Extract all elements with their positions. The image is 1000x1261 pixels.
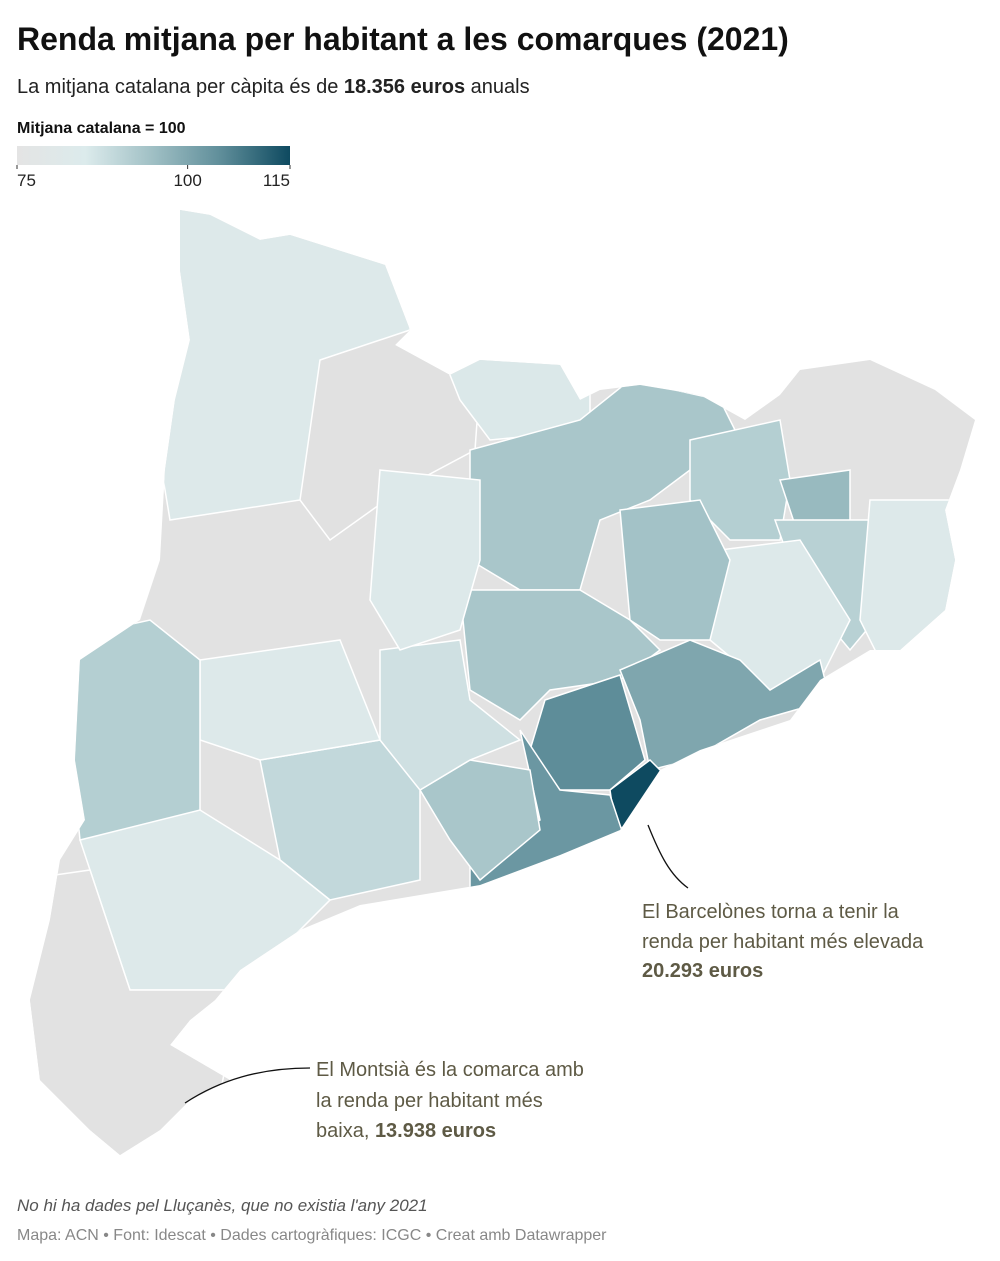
region (859, 499, 971, 661)
footer-credit: Mapa: ACN • Font: Idescat • Dades cartog… (17, 1227, 607, 1244)
subtitle-text: La mitjana catalana per càpita és de (17, 76, 344, 98)
subtitle: La mitjana catalana per càpita és de 18.… (17, 76, 530, 98)
legend-ticks: 75 100 115 (16, 165, 291, 190)
region (59, 619, 201, 841)
map (30, 210, 975, 1155)
region (689, 419, 791, 541)
annotation-text: El Barcelònes torna a tenir la (642, 901, 900, 923)
legend-gradient (17, 146, 290, 165)
legend-title: Mitjana catalana = 100 (17, 120, 186, 137)
annotation-line (647, 824, 689, 889)
annotation-text: El Montsià és la comarca amb (316, 1059, 584, 1081)
footer-note: No hi ha dades pel Lluçanès, que no exis… (17, 1196, 428, 1215)
annotation-text: la renda per habitant més (316, 1090, 543, 1112)
annotation-line (184, 1067, 311, 1104)
legend-tick-label: 100 (173, 171, 201, 190)
annotation-value: 20.293 euros (642, 960, 763, 982)
subtitle-bold: 18.356 euros (344, 76, 465, 98)
region (369, 469, 481, 651)
legend-tick-label: 115 (263, 171, 290, 190)
legend-tick-label: 75 (17, 171, 36, 190)
annotation-text: baixa, (316, 1120, 375, 1142)
annotation-text: renda per habitant més elevada (642, 931, 924, 953)
title: Renda mitjana per habitant a les comarqu… (17, 21, 789, 57)
annotation-text: baixa, 13.938 euros (316, 1120, 496, 1142)
subtitle-text: anuals (465, 76, 530, 98)
annotation-value: 13.938 euros (375, 1120, 496, 1142)
annotation: El Barcelònes torna a tenir la renda per… (316, 901, 924, 1142)
